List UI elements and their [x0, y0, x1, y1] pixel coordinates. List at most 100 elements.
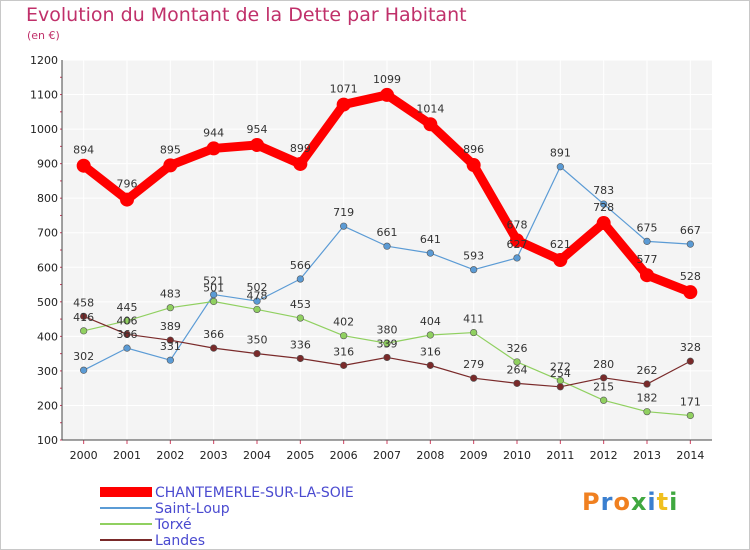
data-point: [123, 330, 131, 338]
data-point: [80, 366, 88, 374]
data-label: 641: [420, 233, 441, 246]
data-label: 445: [117, 301, 138, 314]
data-label: 667: [680, 224, 701, 237]
x-tick-label: 2004: [243, 449, 271, 462]
data-point: [600, 396, 608, 404]
x-tick-label: 2012: [590, 449, 618, 462]
x-tick-label: 2006: [330, 449, 358, 462]
data-point: [383, 339, 391, 347]
data-point: [470, 374, 478, 382]
x-tick-label: 2013: [633, 449, 661, 462]
data-label: 262: [637, 364, 658, 377]
y-tick-label: 100: [37, 434, 58, 447]
x-tick-label: 2011: [546, 449, 574, 462]
data-point: [123, 317, 131, 325]
data-label: 894: [73, 144, 94, 157]
data-point: [123, 344, 131, 352]
data-label: 678: [507, 218, 528, 231]
legend-swatch: [100, 539, 152, 541]
data-point: [466, 158, 481, 173]
data-label: 326: [507, 342, 528, 355]
data-label: 483: [160, 288, 181, 301]
data-label: 627: [507, 238, 528, 251]
data-label: 478: [247, 289, 268, 302]
data-point: [423, 117, 438, 132]
x-tick-label: 2010: [503, 449, 531, 462]
data-label: 593: [463, 250, 484, 263]
data-point: [296, 314, 304, 322]
data-label: 336: [290, 338, 311, 351]
data-label: 661: [377, 226, 398, 239]
logo-letter: P: [582, 488, 601, 516]
data-label: 783: [593, 184, 614, 197]
data-point: [210, 297, 218, 306]
logo-letter: r: [600, 488, 614, 516]
data-point: [643, 408, 651, 416]
data-label: 182: [637, 392, 658, 405]
data-label: 719: [333, 206, 354, 219]
data-point: [683, 285, 698, 300]
data-point: [340, 361, 348, 369]
legend-label: CHANTEMERLE-SUR-LA-SOIE: [155, 485, 354, 501]
legend-swatch: [100, 507, 152, 509]
y-tick-label: 500: [37, 296, 58, 309]
data-point: [426, 331, 434, 339]
data-point: [553, 253, 568, 268]
data-label: 339: [377, 337, 398, 350]
data-label: 1071: [330, 83, 358, 96]
data-label: 350: [247, 334, 268, 347]
data-point: [340, 332, 348, 340]
data-point: [513, 254, 521, 262]
data-point: [336, 97, 351, 112]
data-label: 891: [550, 147, 571, 160]
data-point: [470, 328, 478, 337]
x-tick-label: 2000: [70, 449, 98, 462]
legend-label: Landes: [155, 533, 206, 549]
data-point: [120, 192, 134, 207]
data-point: [210, 290, 218, 299]
data-label: 171: [680, 395, 701, 408]
data-label: 416: [73, 311, 94, 324]
data-label: 899: [290, 142, 311, 155]
data-point: [340, 222, 348, 230]
data-point: [253, 305, 261, 314]
data-label: 389: [160, 320, 181, 333]
data-point: [296, 275, 304, 283]
data-label: 895: [160, 143, 181, 156]
data-label: 521: [203, 275, 224, 288]
y-tick-label: 400: [37, 330, 58, 343]
data-point: [596, 216, 611, 231]
data-label: 896: [463, 143, 484, 156]
data-point: [166, 336, 174, 344]
data-label: 316: [333, 345, 354, 358]
data-point: [383, 353, 391, 362]
data-point: [686, 240, 694, 248]
data-point: [166, 304, 174, 312]
legend-label: Torxé: [155, 517, 192, 533]
data-label: 728: [593, 201, 614, 214]
data-label: 215: [593, 380, 614, 393]
data-label: 380: [377, 323, 398, 336]
data-point: [510, 233, 524, 248]
logo-letter: x: [630, 488, 648, 516]
y-tick-label: 700: [37, 227, 58, 240]
data-label: 1014: [416, 102, 444, 115]
data-label: 264: [507, 363, 528, 376]
logo-letter: o: [613, 488, 631, 516]
data-label: 302: [73, 350, 94, 363]
data-point: [600, 374, 608, 382]
data-label: 254: [550, 367, 571, 380]
data-label: 675: [637, 221, 658, 234]
proxiti-logo: Proxiti: [582, 488, 678, 516]
data-point: [600, 200, 608, 208]
x-tick-label: 2009: [460, 449, 488, 462]
data-point: [426, 249, 434, 257]
data-point: [686, 411, 694, 420]
y-tick-label: 1200: [30, 54, 58, 67]
data-point: [643, 237, 651, 245]
x-tick-label: 2014: [676, 449, 704, 462]
data-point: [470, 266, 478, 274]
data-label: 406: [117, 314, 138, 327]
data-point: [686, 357, 694, 365]
